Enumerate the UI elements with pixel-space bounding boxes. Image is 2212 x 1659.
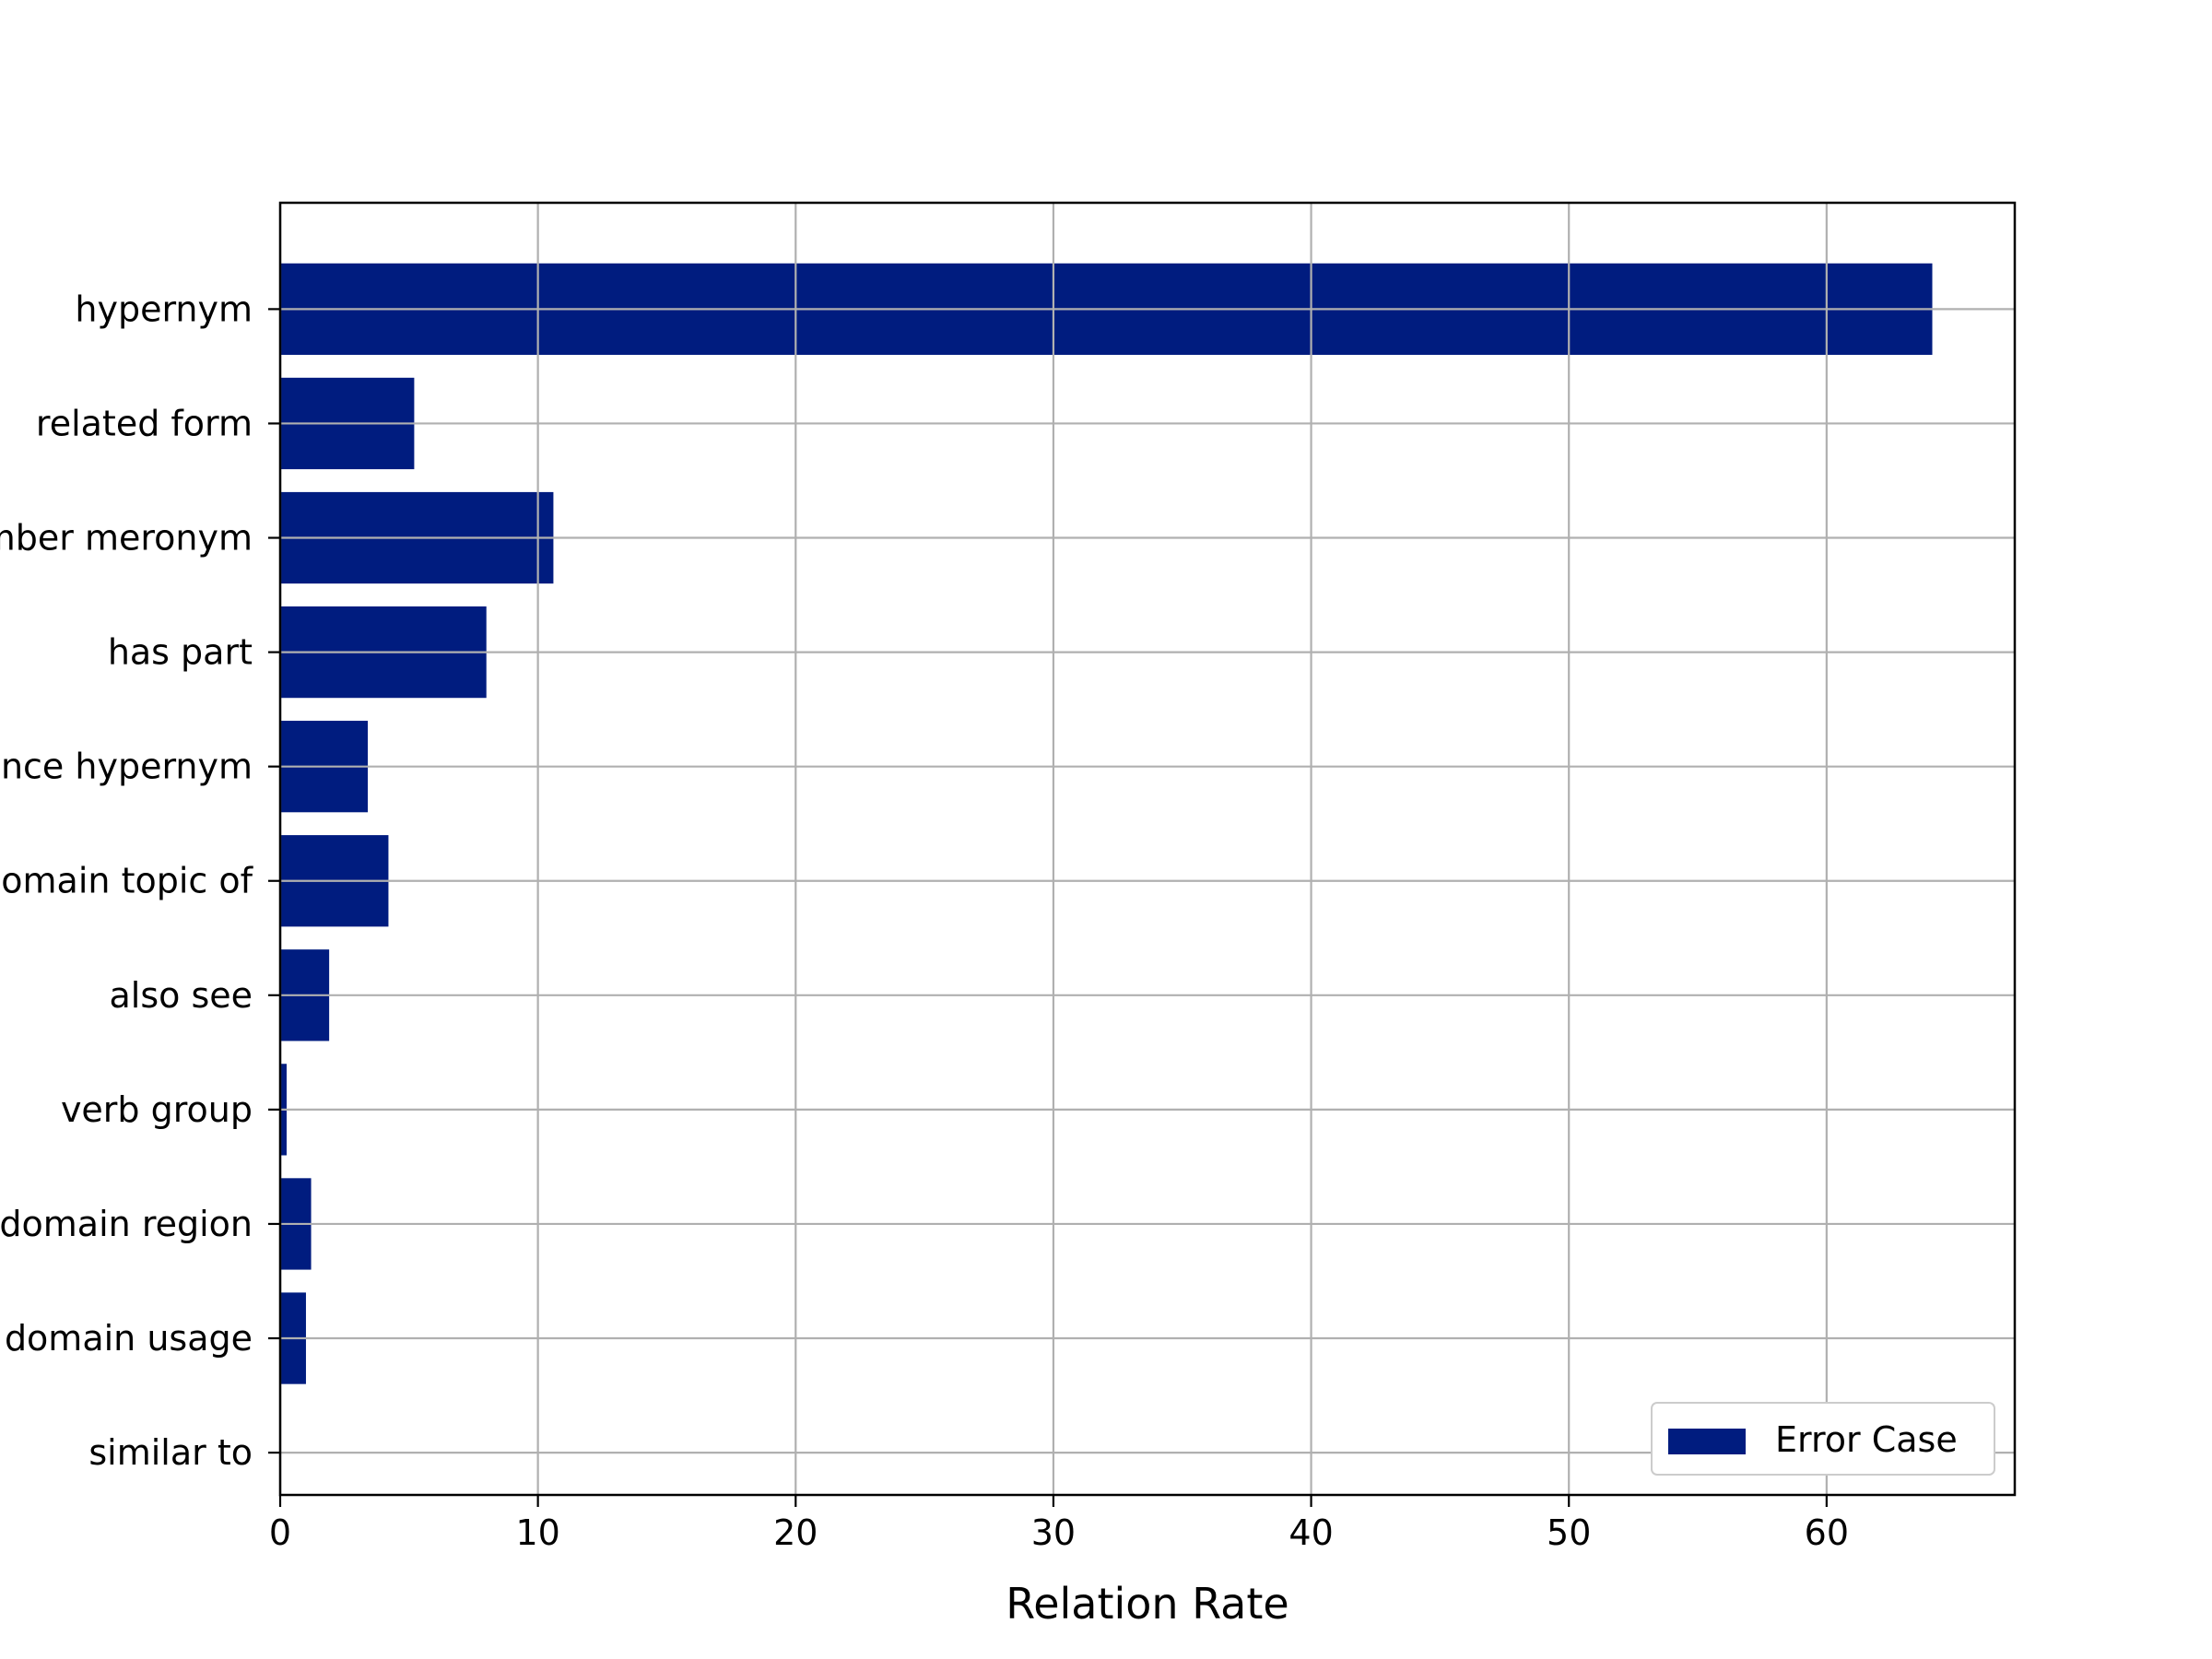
- y-tick-label: hypernym: [75, 288, 253, 329]
- y-tick-label: related form: [36, 403, 253, 443]
- ticks: 0 10 20 30 40 50 60 hypernym related form member …: [0, 288, 1849, 1553]
- y-tick-label: domain topic of: [0, 861, 254, 901]
- y-tick-label: instance hypernym: [0, 747, 253, 787]
- legend: Error Case: [1651, 1402, 1995, 1476]
- x-tick-label: 30: [1031, 1512, 1076, 1553]
- grid: [278, 203, 2015, 1495]
- bars: [280, 263, 1933, 1384]
- x-tick-label: 10: [515, 1512, 559, 1553]
- plot-frame: [278, 201, 2017, 1497]
- y-tick-label: member meronym: [0, 518, 253, 559]
- x-tick-label: 50: [1547, 1512, 1591, 1553]
- x-tick-label: 20: [773, 1512, 818, 1553]
- y-tick-label: domain usage: [5, 1318, 253, 1359]
- legend-swatch: [1668, 1429, 1746, 1454]
- y-tick-label: domain region: [0, 1204, 253, 1244]
- x-axis-title: Relation Rate: [1006, 1579, 1288, 1629]
- y-tick-label: similar to: [88, 1432, 253, 1473]
- x-tick-label: 60: [1805, 1512, 1849, 1553]
- legend-box: [1651, 1402, 1995, 1476]
- y-tick-label: verb group: [61, 1089, 253, 1130]
- y-tick-label: also see: [109, 975, 253, 1016]
- y-tick-label: has part: [108, 632, 253, 673]
- legend-label: Error Case: [1775, 1419, 1958, 1460]
- x-tick-label: 40: [1288, 1512, 1333, 1553]
- x-tick-label: 0: [269, 1512, 291, 1553]
